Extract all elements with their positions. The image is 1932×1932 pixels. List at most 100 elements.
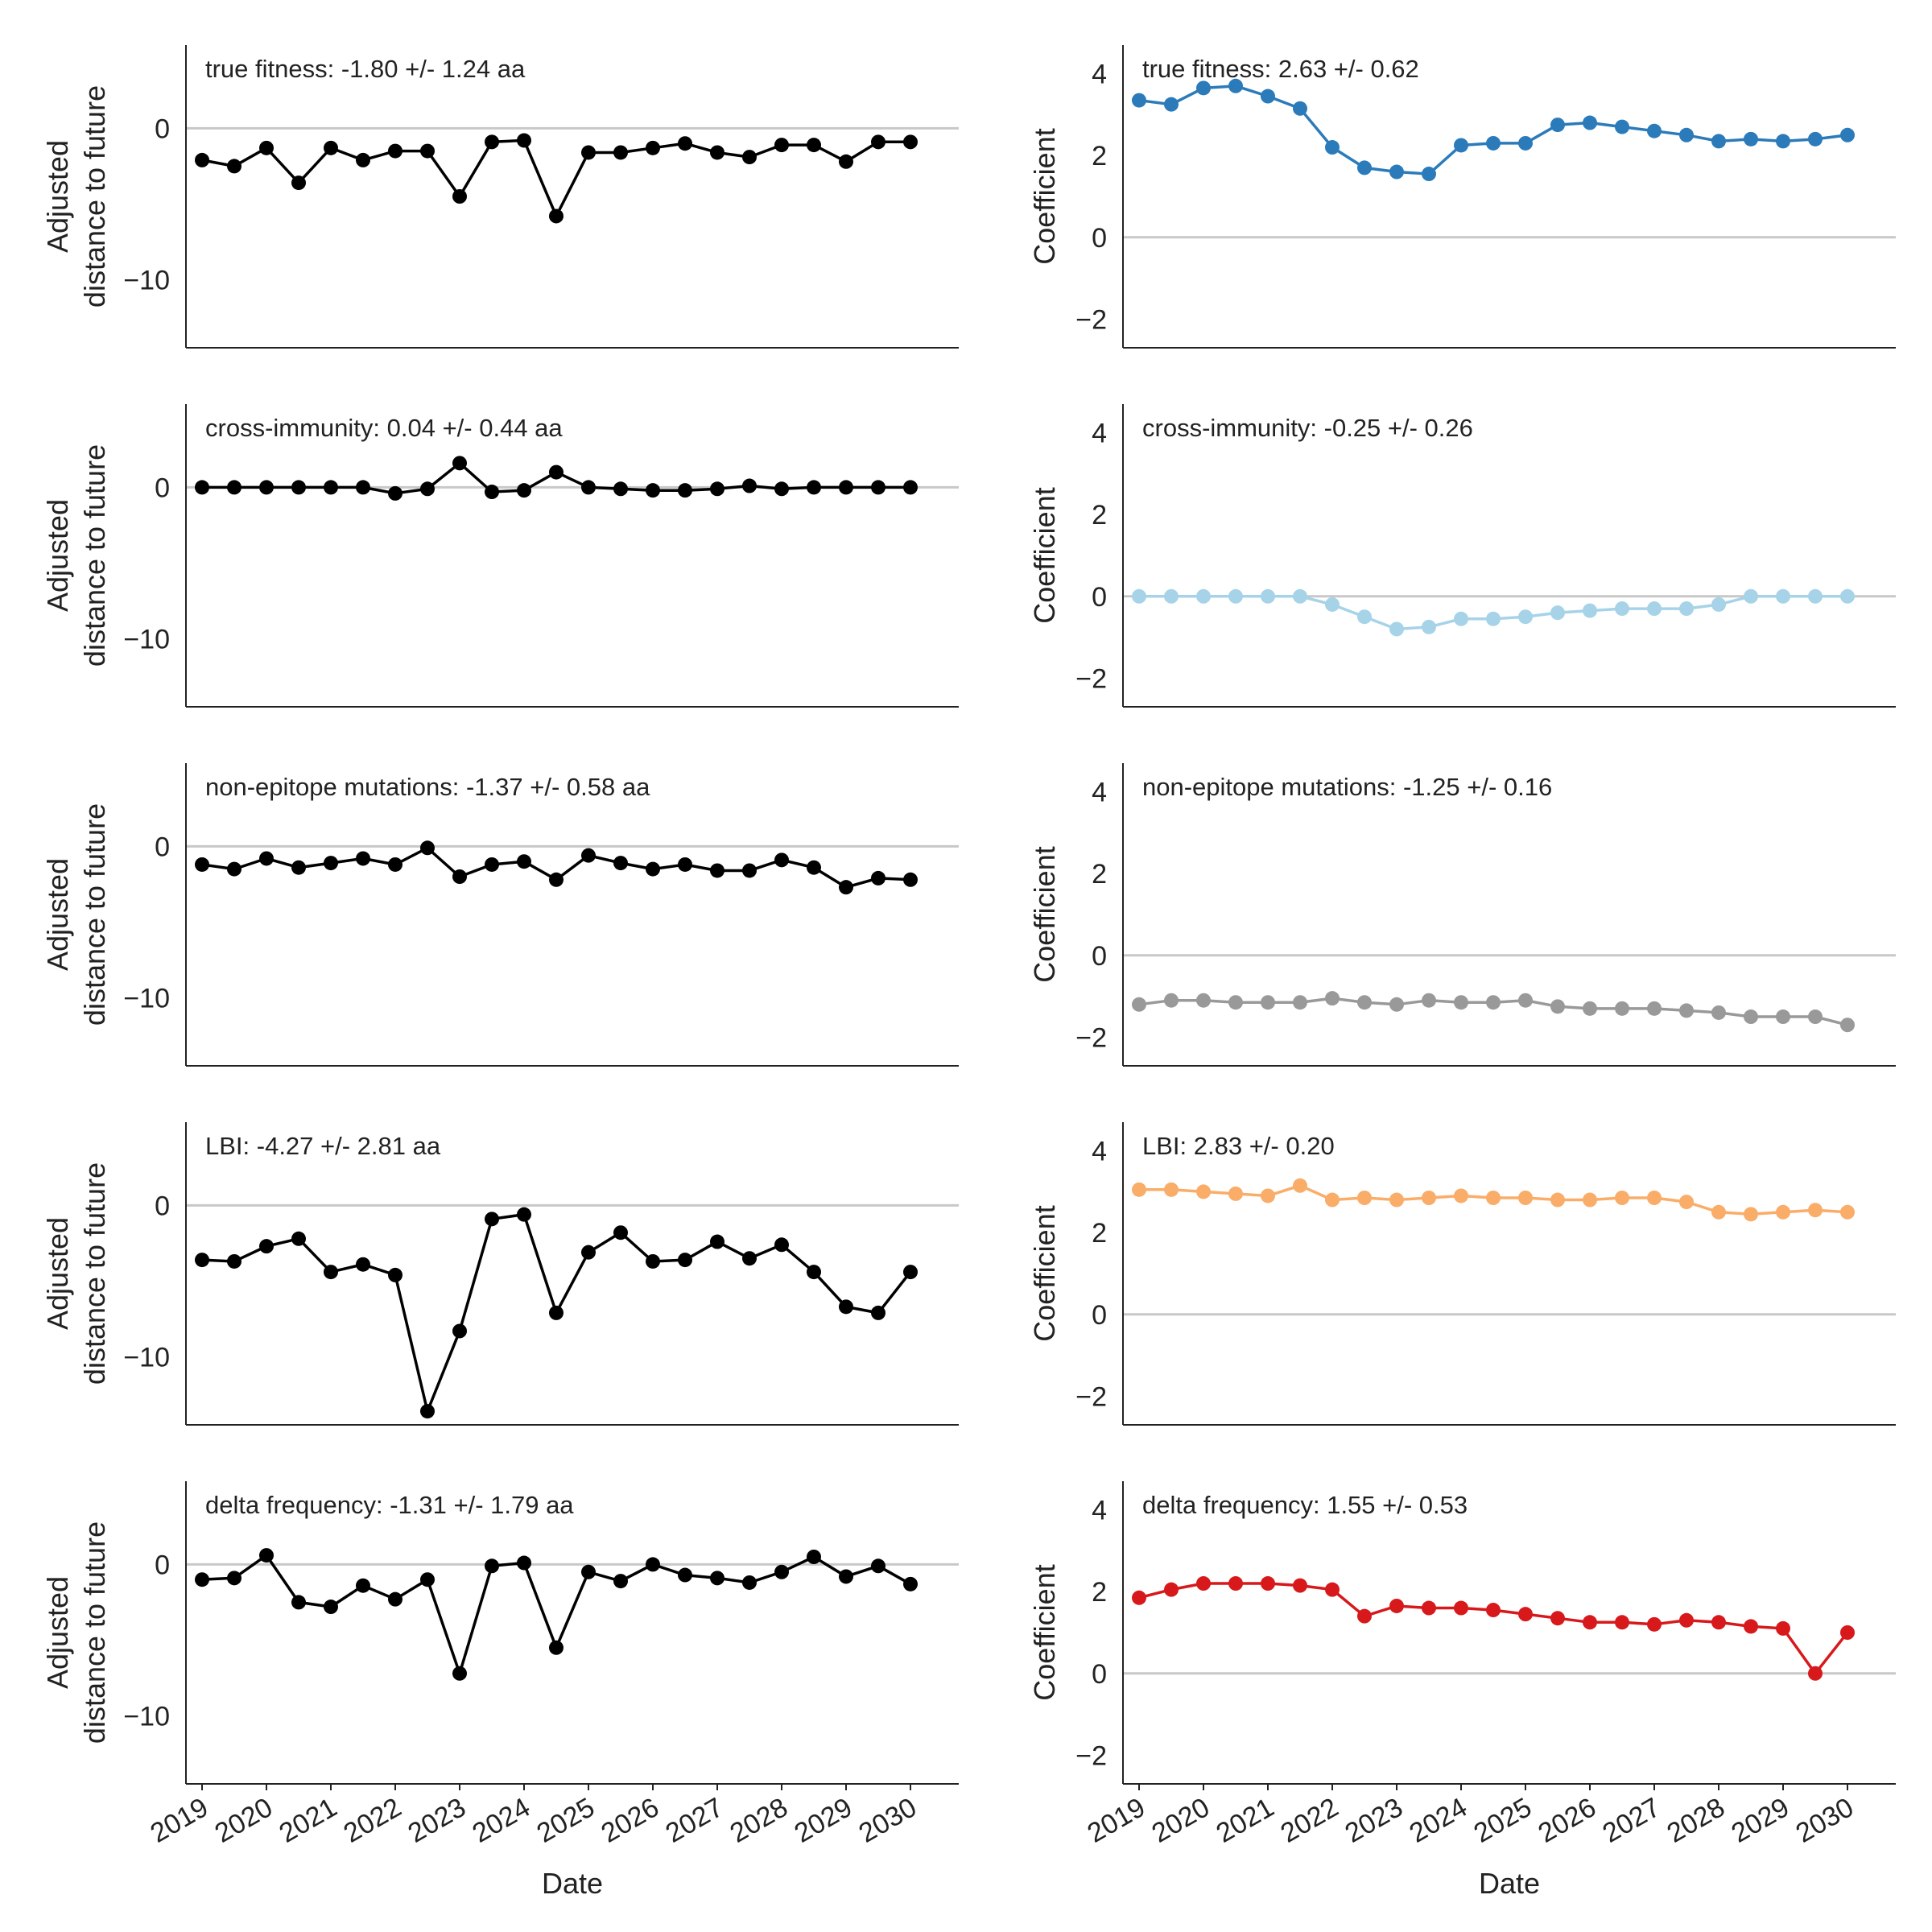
data-point <box>1679 1195 1694 1210</box>
data-point <box>324 480 338 495</box>
data-point <box>807 1265 821 1280</box>
subplot-4-left: 0 −10 Adjusted distance to future delta freq… <box>41 1481 959 1900</box>
y-axis-label: Adjusted distance to future <box>41 85 111 308</box>
y-tick-label: −2 <box>1075 1022 1107 1053</box>
data-point <box>291 1231 306 1246</box>
data-point <box>1744 1207 1758 1222</box>
data-point <box>1647 601 1662 617</box>
data-point <box>774 1237 789 1253</box>
data-point <box>291 860 306 875</box>
data-point <box>1132 997 1146 1012</box>
data-point <box>324 1265 338 1280</box>
annotation-label: non-epitope mutations: -1.25 +/- 0.16 <box>1142 773 1552 801</box>
y-axis-label-line: Coefficient <box>1028 1564 1061 1700</box>
data-point <box>1808 1009 1823 1025</box>
annotation-label: cross-immunity: -0.25 +/- 0.26 <box>1142 414 1473 442</box>
y-axis-label-line: Coefficient <box>1028 128 1061 264</box>
data-point <box>1486 1603 1501 1618</box>
data-point <box>1228 995 1243 1010</box>
data-point <box>1422 993 1436 1008</box>
data-point <box>549 464 564 480</box>
data-point <box>581 1564 596 1579</box>
data-point <box>388 1267 402 1282</box>
data-point <box>195 152 209 167</box>
data-point <box>420 481 435 497</box>
y-axis-label-line: Adjusted <box>41 858 74 971</box>
y-tick-label: 2 <box>1092 141 1107 171</box>
series-line <box>201 138 910 220</box>
data-point <box>1486 135 1501 151</box>
data-point <box>1293 1578 1307 1593</box>
y-tick-label: 2 <box>1092 1577 1107 1608</box>
data-point <box>646 861 660 877</box>
x-axis-label: Date <box>542 1867 603 1900</box>
data-point <box>581 145 596 160</box>
y-axis-label-line: Adjusted <box>41 1217 74 1330</box>
y-tick-label: −2 <box>1075 1740 1107 1771</box>
data-point <box>1744 588 1758 604</box>
y-tick-label: 4 <box>1092 60 1107 90</box>
x-tick-label: 2021 <box>274 1792 342 1849</box>
annotation-label: cross-immunity: 0.04 +/- 0.44 aa <box>205 414 563 442</box>
data-point <box>1454 1188 1468 1203</box>
x-tick-label: 2030 <box>853 1792 922 1849</box>
data-point <box>324 856 338 871</box>
data-point <box>1711 597 1726 612</box>
data-point <box>452 1666 467 1681</box>
x-tick-label: 2028 <box>1662 1792 1730 1849</box>
x-tick-label: 2023 <box>402 1792 471 1849</box>
data-point <box>646 1253 660 1269</box>
data-point <box>1840 588 1855 604</box>
x-tick-label: 2022 <box>1275 1792 1344 1849</box>
x-tick-label: 2020 <box>209 1792 278 1849</box>
data-point <box>678 1567 692 1583</box>
data-point <box>1389 621 1404 637</box>
data-point <box>1518 609 1533 625</box>
y-axis-label: Coefficient <box>1028 1205 1061 1341</box>
data-point <box>259 1548 274 1563</box>
data-point <box>1808 1203 1823 1218</box>
data-point <box>1840 1018 1855 1033</box>
data-point <box>388 143 402 159</box>
data-point <box>839 480 853 495</box>
data-point <box>227 480 242 495</box>
data-point <box>1422 167 1436 182</box>
data-point <box>678 1253 692 1268</box>
data-point <box>195 1572 209 1587</box>
data-point <box>227 1253 242 1269</box>
data-point <box>742 1575 757 1590</box>
data-point <box>613 145 628 160</box>
x-tick-label: 2028 <box>724 1792 793 1849</box>
data-point <box>549 1640 564 1655</box>
data-point <box>1164 1582 1179 1597</box>
y-axis-label-line: distance to future <box>78 1162 111 1385</box>
data-point <box>420 143 435 159</box>
annotation-label: delta frequency: 1.55 +/- 0.53 <box>1142 1491 1468 1519</box>
data-point <box>517 133 531 148</box>
data-point <box>1776 588 1790 604</box>
data-point <box>1261 588 1275 604</box>
y-tick-label: 4 <box>1092 1496 1107 1526</box>
data-point <box>1422 619 1436 634</box>
data-point <box>1679 1612 1694 1628</box>
data-point <box>356 1578 370 1593</box>
data-point <box>227 861 242 877</box>
data-point <box>485 857 499 872</box>
data-point <box>1776 134 1790 149</box>
data-point <box>1261 1576 1275 1591</box>
data-point <box>1615 601 1629 617</box>
data-point <box>807 138 821 153</box>
data-point <box>1196 1576 1211 1591</box>
data-point <box>388 485 402 501</box>
data-point <box>259 140 274 155</box>
data-point <box>195 480 209 495</box>
data-point <box>613 856 628 871</box>
data-point <box>742 863 757 878</box>
y-tick-label: 0 <box>1092 1659 1107 1690</box>
data-point <box>613 481 628 497</box>
data-point <box>1357 160 1372 175</box>
data-point <box>1679 601 1694 617</box>
subplot-3-left: 0 −10 Adjusted distance to future LBI: -4.27… <box>41 1122 959 1426</box>
data-point <box>1518 1191 1533 1205</box>
